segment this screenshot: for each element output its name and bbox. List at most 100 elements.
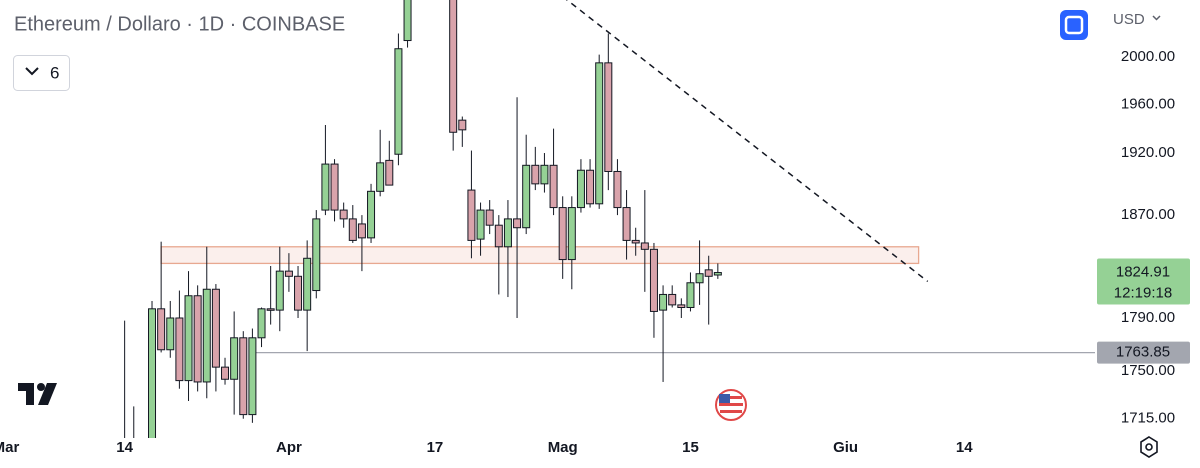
candle-body xyxy=(558,207,567,261)
candle-body xyxy=(266,308,275,311)
indicators-toggle[interactable]: 6 xyxy=(13,55,70,91)
candle-body xyxy=(321,163,330,211)
x-tick-label: Mar xyxy=(0,439,19,456)
candle-body xyxy=(503,218,512,248)
tradingview-logo xyxy=(18,383,57,405)
flag-stripe xyxy=(720,410,742,413)
x-tick-label: 14 xyxy=(956,439,973,456)
last-price: 1824.91 xyxy=(1116,264,1170,281)
candle-body xyxy=(668,293,677,306)
plot-area xyxy=(124,0,1095,438)
candle-body xyxy=(184,295,193,382)
candle-body xyxy=(467,189,476,241)
candle-body xyxy=(613,170,622,209)
logo-part xyxy=(18,383,34,405)
candle-body xyxy=(348,218,357,241)
currency[interactable]: USD xyxy=(1113,11,1145,28)
y-tick-label: 1790.00 xyxy=(1121,309,1175,326)
button-bg[interactable] xyxy=(1060,10,1088,40)
candle-body xyxy=(549,164,558,209)
currency-selector[interactable]: USD xyxy=(1113,11,1161,28)
candle-body xyxy=(649,248,658,312)
candle-body xyxy=(230,337,239,380)
x-tick-label: Mag xyxy=(548,439,578,456)
x-tick-label: 15 xyxy=(682,439,699,456)
indicators-count: 6 xyxy=(50,63,59,82)
settings-button[interactable] xyxy=(1140,436,1158,458)
candle-body xyxy=(631,239,640,244)
candle-body xyxy=(695,273,704,284)
candle-body xyxy=(704,269,713,277)
y-tick-label: 1960.00 xyxy=(1121,95,1175,112)
candle-body xyxy=(640,242,649,250)
chevron xyxy=(1152,15,1161,21)
candle-body xyxy=(193,295,202,383)
chart-title: Ethereum / Dollaro · 1D · COINBASE xyxy=(14,13,345,35)
candle-body xyxy=(284,270,293,277)
candle-body xyxy=(595,62,604,205)
gear[interactable] xyxy=(1140,436,1158,458)
chevron xyxy=(25,67,39,76)
y-tick-label: 1750.00 xyxy=(1121,362,1175,379)
candle-body xyxy=(540,164,549,185)
candle-body xyxy=(576,169,585,209)
candle-body xyxy=(239,337,248,416)
x-tick-label: 17 xyxy=(427,439,444,456)
candle-body xyxy=(604,62,613,172)
candle-body xyxy=(458,119,467,131)
level-box xyxy=(1097,341,1190,364)
candle-body xyxy=(294,275,303,311)
x-tick-label: 14 xyxy=(116,439,133,456)
candle-body xyxy=(385,159,394,186)
y-tick-label: 1920.00 xyxy=(1121,144,1175,161)
candle-body xyxy=(166,317,175,351)
candle-body xyxy=(494,224,503,248)
candle-body xyxy=(275,270,284,311)
fullscreen-button[interactable] xyxy=(1060,10,1088,40)
candle-body xyxy=(586,169,595,205)
candle-body xyxy=(376,162,385,192)
toggle-box[interactable] xyxy=(13,55,70,91)
candle-body xyxy=(522,164,531,229)
candle-body xyxy=(403,0,412,42)
candle-body xyxy=(312,218,321,292)
candle-body xyxy=(485,209,494,226)
candle-body xyxy=(713,272,722,276)
candle-body xyxy=(677,304,686,308)
candle-body xyxy=(157,308,166,351)
candle-body xyxy=(248,337,257,416)
flag-stripe xyxy=(719,403,743,406)
logo-part xyxy=(38,383,57,405)
candle-body xyxy=(148,308,157,438)
candle-body xyxy=(449,0,458,133)
zone xyxy=(160,246,920,265)
candle-body xyxy=(357,223,366,239)
flag-canton xyxy=(719,394,730,403)
candle-body xyxy=(175,317,184,382)
candle-body xyxy=(622,207,631,241)
x-tick-label: Giu xyxy=(833,439,858,456)
y-tick-label: 2000.00 xyxy=(1121,48,1175,65)
candle-body xyxy=(476,209,485,240)
candle-body xyxy=(567,207,576,261)
y-tick-label: 1715.00 xyxy=(1121,410,1175,427)
button-icon xyxy=(1064,15,1084,35)
trendline xyxy=(565,0,929,283)
candle-body xyxy=(303,257,312,311)
y-tick-label: 1870.00 xyxy=(1121,206,1175,223)
countdown: 12:19:18 xyxy=(1114,285,1172,302)
logo-part xyxy=(37,383,45,391)
x-tick-label: Apr xyxy=(276,439,302,456)
candle-body xyxy=(202,288,211,383)
gear-center xyxy=(1145,443,1153,451)
level-label: 1763.85 xyxy=(1116,344,1170,361)
candle-body xyxy=(686,282,695,308)
candle-body xyxy=(221,366,230,380)
candle-body xyxy=(367,190,376,239)
candle-body xyxy=(394,48,403,155)
us-flag-event[interactable] xyxy=(715,389,747,421)
candle-body xyxy=(257,308,266,339)
candle-body xyxy=(513,218,522,229)
candle-body xyxy=(330,163,339,211)
